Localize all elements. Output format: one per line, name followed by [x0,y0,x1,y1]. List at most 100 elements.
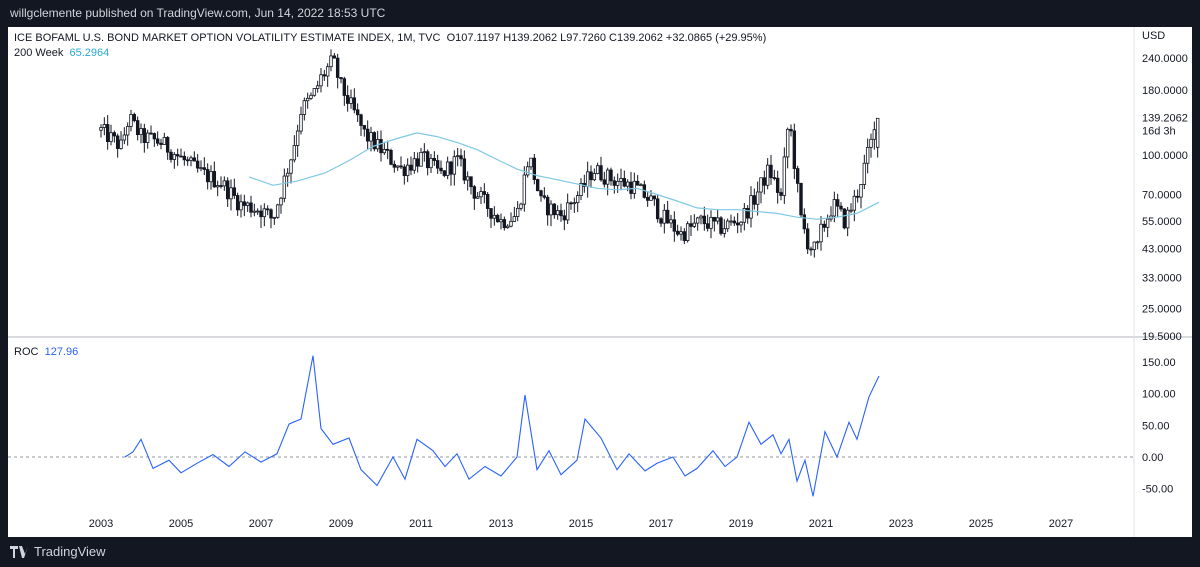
candle-up [505,225,510,229]
x-tick-label: 2013 [489,518,513,530]
candle-down [459,155,463,160]
candle-up [849,209,853,212]
publish-info: willgclemente published on TradingView.c… [10,6,386,20]
candle-down [732,220,737,224]
candle-down [659,218,663,224]
candle-down [745,208,750,219]
candle-up [122,134,127,141]
candle-up [492,214,497,219]
candle-up [172,154,177,160]
candle-down [335,57,340,78]
candle-up [595,165,600,174]
candle-down [835,199,840,207]
candle-down [629,181,633,194]
chart-frame[interactable]: USD 240.0000 180.0000 100.0000 70.0000 55.000… [8,27,1192,537]
chart-canvas[interactable]: USD 240.0000 180.0000 100.0000 70.0000 55.000… [8,27,1192,537]
candle-down [779,192,783,196]
candle-up [255,210,260,213]
candle-up [722,228,727,234]
candle-up [729,220,733,223]
tradingview-logo-icon [10,546,28,558]
candle-down [392,163,397,168]
candle-down [449,161,453,175]
candle-up [859,184,863,198]
candle-up [139,128,143,136]
candle-up [302,100,307,115]
candle-up [785,128,790,158]
candle-down [665,209,670,224]
last-price-tag [1135,109,1192,137]
footer-bar: TradingView [0,537,1200,567]
candle-up [465,176,470,181]
candle-up [739,221,743,226]
candle-down [802,214,807,230]
candle-down [532,157,537,180]
candle-down [622,178,627,187]
candle-down [489,208,493,219]
candle-down [385,148,390,151]
candle-up [285,172,290,177]
candle-up [419,152,423,167]
candle-down [425,151,430,169]
candle-down [432,157,437,161]
candle-up [315,85,320,89]
candle-up [579,183,583,197]
x-tick-label: 2025 [969,518,993,530]
x-tick-label: 2011 [409,518,433,530]
price-tick-label: 70.0000 [1142,189,1182,201]
candle-down [675,230,680,235]
candle-down [762,177,767,186]
x-tick-label: 2027 [1049,518,1073,530]
price-tick-label: 100.0000 [1142,150,1188,162]
candle-up [515,207,520,217]
x-tick-label: 2019 [729,518,753,530]
candle-down [775,177,780,193]
candle-up [422,151,427,154]
candle-down [112,132,117,137]
candle-up [199,167,203,170]
candle-up [382,148,387,154]
candle-up [292,145,297,161]
candle-down [345,95,350,104]
candle-down [602,179,607,185]
price-tick-label: 43.0000 [1142,243,1182,255]
candle-up [862,162,867,185]
candle-down [442,170,447,176]
candle-up [812,241,817,250]
roc-tick-label: 50.00 [1142,420,1170,432]
candle-down [235,195,240,211]
candle-down [355,109,360,116]
candle-up [395,165,400,168]
x-tick-label: 2023 [889,518,913,530]
candle-up [475,196,480,199]
candle-down [259,210,263,218]
countdown-label: 16d 3h [1142,125,1176,137]
candle-up [575,195,580,204]
candle-up [125,126,130,136]
candle-down [339,77,343,80]
candle-up [585,171,590,187]
candle-down [439,167,443,172]
candle-up [685,223,690,241]
candle-up [742,208,747,223]
candle-down [502,219,507,229]
candle-up [282,175,287,199]
candle-down [195,160,200,169]
candle-up [99,127,103,131]
candle-down [822,223,827,228]
candle-down [752,195,757,205]
candle-down [359,114,363,126]
candle-up [522,174,527,205]
candle-down [712,216,717,222]
ma-legend: 200 Week 65.2964 [14,47,109,59]
candle-down [589,171,593,181]
candle-up [245,202,250,206]
candle-up [832,199,837,217]
currency-label: USD [1142,30,1165,42]
candle-down [855,195,860,198]
candle-down [542,195,547,198]
candle-up [715,217,720,222]
roc-legend: ROC 127.96 [14,346,78,358]
candle-up [669,219,673,224]
candle-down [545,196,550,216]
